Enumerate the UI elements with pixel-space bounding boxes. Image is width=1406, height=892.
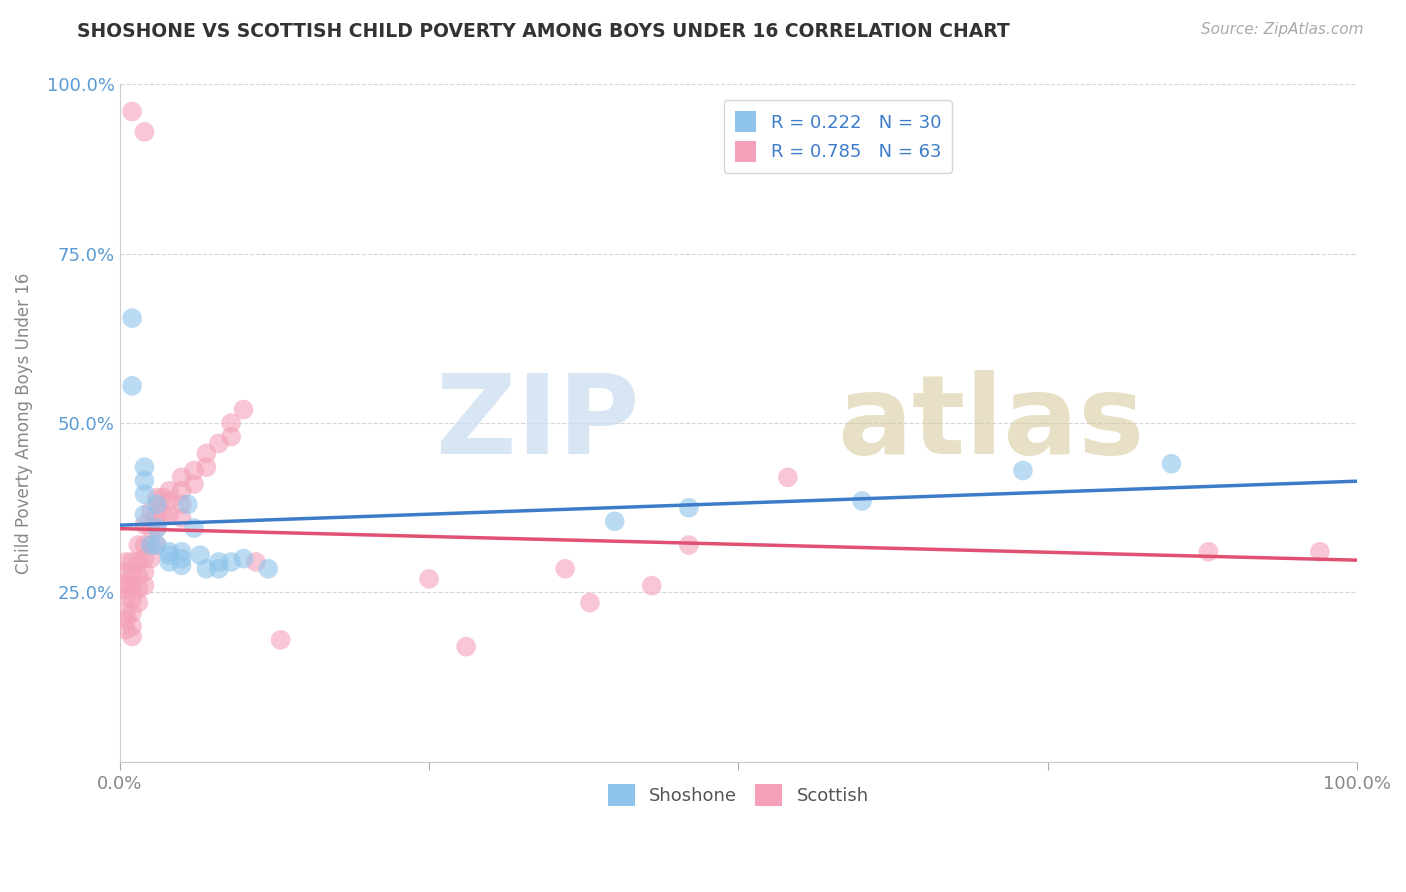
- Point: [134, 487, 156, 501]
- Text: Source: ZipAtlas.com: Source: ZipAtlas.com: [1201, 22, 1364, 37]
- Point: [127, 555, 149, 569]
- Point: [456, 640, 478, 654]
- Point: [195, 562, 218, 576]
- Point: [157, 545, 180, 559]
- Point: [146, 497, 169, 511]
- Point: [1012, 463, 1035, 477]
- Point: [134, 538, 156, 552]
- Point: [121, 555, 143, 569]
- Point: [139, 538, 162, 552]
- Point: [219, 430, 242, 444]
- Text: ZIP: ZIP: [436, 369, 640, 476]
- Point: [134, 565, 156, 579]
- Point: [127, 582, 149, 596]
- Point: [121, 630, 143, 644]
- Point: [418, 572, 440, 586]
- Point: [641, 579, 664, 593]
- Point: [183, 521, 205, 535]
- Point: [146, 521, 169, 535]
- Point: [579, 596, 602, 610]
- Point: [219, 555, 242, 569]
- Point: [152, 491, 174, 505]
- Point: [134, 517, 156, 532]
- Point: [157, 548, 180, 562]
- Point: [208, 555, 231, 569]
- Point: [139, 538, 162, 552]
- Point: [115, 606, 138, 620]
- Point: [115, 582, 138, 596]
- Legend: Shoshone, Scottish: Shoshone, Scottish: [600, 777, 876, 814]
- Point: [554, 562, 576, 576]
- Point: [851, 494, 873, 508]
- Point: [134, 579, 156, 593]
- Point: [183, 477, 205, 491]
- Point: [121, 619, 143, 633]
- Point: [195, 460, 218, 475]
- Point: [152, 508, 174, 522]
- Point: [177, 497, 200, 511]
- Point: [127, 538, 149, 552]
- Point: [115, 565, 138, 579]
- Point: [157, 555, 180, 569]
- Point: [146, 538, 169, 552]
- Point: [776, 470, 799, 484]
- Point: [134, 551, 156, 566]
- Point: [134, 460, 156, 475]
- Point: [170, 470, 193, 484]
- Point: [170, 551, 193, 566]
- Point: [170, 558, 193, 573]
- Point: [188, 548, 211, 562]
- Point: [121, 579, 143, 593]
- Point: [195, 447, 218, 461]
- Point: [1309, 545, 1331, 559]
- Point: [170, 545, 193, 559]
- Point: [134, 474, 156, 488]
- Point: [270, 632, 292, 647]
- Point: [678, 500, 700, 515]
- Point: [1160, 457, 1182, 471]
- Point: [170, 511, 193, 525]
- Point: [134, 125, 156, 139]
- Point: [146, 521, 169, 535]
- Point: [127, 568, 149, 582]
- Point: [115, 555, 138, 569]
- Point: [146, 508, 169, 522]
- Point: [170, 483, 193, 498]
- Point: [127, 596, 149, 610]
- Point: [208, 562, 231, 576]
- Text: atlas: atlas: [838, 369, 1144, 476]
- Point: [134, 508, 156, 522]
- Point: [115, 613, 138, 627]
- Point: [183, 463, 205, 477]
- Point: [208, 436, 231, 450]
- Point: [170, 497, 193, 511]
- Point: [1198, 545, 1220, 559]
- Point: [257, 562, 280, 576]
- Point: [245, 555, 267, 569]
- Point: [232, 551, 254, 566]
- Point: [121, 311, 143, 326]
- Point: [115, 623, 138, 637]
- Point: [157, 508, 180, 522]
- Point: [678, 538, 700, 552]
- Text: SHOSHONE VS SCOTTISH CHILD POVERTY AMONG BOYS UNDER 16 CORRELATION CHART: SHOSHONE VS SCOTTISH CHILD POVERTY AMONG…: [77, 22, 1010, 41]
- Point: [603, 514, 626, 528]
- Point: [157, 494, 180, 508]
- Point: [139, 551, 162, 566]
- Point: [139, 504, 162, 518]
- Point: [121, 606, 143, 620]
- Point: [121, 104, 143, 119]
- Y-axis label: Child Poverty Among Boys Under 16: Child Poverty Among Boys Under 16: [15, 272, 32, 574]
- Point: [157, 483, 180, 498]
- Point: [121, 568, 143, 582]
- Point: [232, 402, 254, 417]
- Point: [219, 416, 242, 430]
- Point: [115, 575, 138, 590]
- Point: [146, 491, 169, 505]
- Point: [139, 521, 162, 535]
- Point: [146, 538, 169, 552]
- Point: [121, 379, 143, 393]
- Point: [121, 592, 143, 607]
- Point: [115, 589, 138, 603]
